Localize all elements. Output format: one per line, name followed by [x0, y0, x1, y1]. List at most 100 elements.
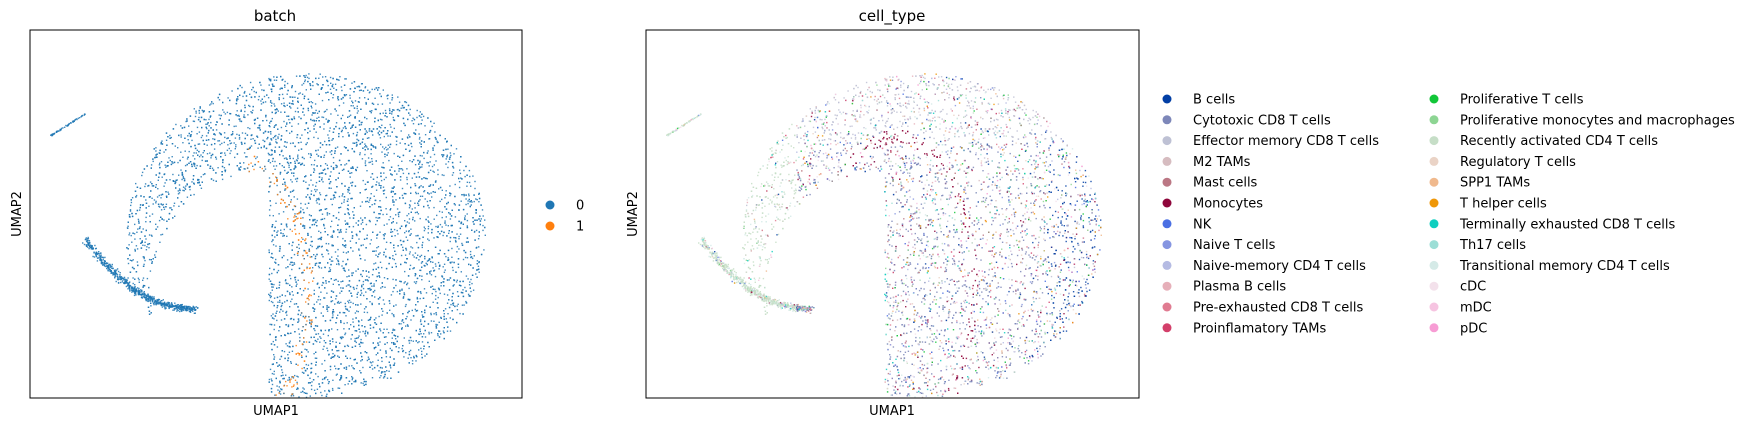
batch-point: [355, 304, 357, 306]
batch-point: [464, 217, 466, 219]
batch-point: [378, 126, 381, 128]
batch-point: [381, 166, 383, 168]
batch-point: [302, 390, 304, 393]
batch-point: [335, 298, 337, 300]
batch-point: [416, 241, 418, 244]
batch-point: [367, 333, 369, 335]
batch-point: [221, 171, 223, 173]
batch-point: [182, 203, 185, 205]
batch-point: [390, 126, 392, 128]
batch-point: [463, 169, 465, 172]
batch-point: [346, 276, 348, 278]
batch-point: [421, 356, 423, 359]
batch-point: [164, 164, 166, 166]
batch-point: [285, 324, 287, 326]
batch-point: [286, 93, 288, 95]
batch-point: [373, 211, 375, 214]
batch-point: [433, 218, 435, 220]
batch-point: [374, 322, 376, 324]
batch-point: [129, 254, 131, 256]
batch-point: [378, 184, 380, 186]
batch-point: [191, 130, 193, 133]
batch-point: [336, 317, 338, 319]
batch-point: [322, 306, 324, 308]
batch-point: [230, 134, 233, 136]
batch-point: [144, 241, 146, 243]
batch-point: [419, 161, 421, 164]
batch-point: [332, 311, 335, 313]
batch-point: [400, 263, 402, 266]
batch-point: [284, 86, 286, 88]
batch-point: [323, 217, 326, 220]
batch-point: [313, 254, 315, 256]
batch-point: [363, 378, 365, 380]
batch-point: [396, 340, 398, 343]
batch-point: [371, 158, 373, 160]
batch-point: [184, 150, 186, 152]
batch-point: [353, 368, 355, 370]
batch-point: [380, 143, 382, 146]
batch-point: [387, 94, 389, 96]
batch-point: [364, 326, 366, 328]
batch-point: [414, 273, 417, 275]
batch-point: [269, 333, 271, 336]
batch-point: [292, 100, 294, 102]
batch-point: [337, 314, 339, 316]
batch-point: [201, 181, 203, 183]
batch-point: [367, 288, 369, 290]
batch-point: [201, 126, 203, 129]
batch-point: [398, 211, 401, 213]
batch-point: [277, 365, 279, 367]
batch-point: [315, 364, 317, 366]
batch-point: [378, 182, 380, 184]
batch-point: [135, 194, 138, 197]
batch-point: [392, 329, 394, 332]
batch-point: [287, 171, 289, 173]
batch-point: [310, 294, 312, 297]
batch-point: [458, 209, 460, 211]
batch-point: [354, 337, 356, 340]
batch-point: [420, 292, 422, 295]
batch-point: [290, 103, 293, 105]
batch-point: [150, 302, 152, 304]
batch-point: [300, 141, 302, 143]
batch-point: [337, 300, 340, 303]
batch-point: [403, 192, 406, 195]
batch-point: [289, 263, 291, 266]
batch-point: [319, 237, 321, 240]
batch-point: [285, 279, 287, 281]
batch-point: [467, 202, 469, 205]
batch-point: [335, 258, 338, 260]
batch-point: [445, 224, 447, 226]
batch-point: [311, 119, 314, 122]
batch-point: [483, 249, 485, 251]
batch-point: [362, 228, 364, 230]
batch-point: [332, 77, 334, 80]
batch-point: [303, 211, 305, 214]
batch-point: [387, 332, 390, 334]
batch-point: [295, 159, 298, 161]
batch-point: [368, 137, 370, 139]
batch-point: [324, 173, 327, 175]
batch-point: [298, 320, 300, 322]
batch-point: [333, 356, 335, 358]
batch-point: [384, 153, 386, 155]
batch-point: [249, 105, 251, 108]
batch-point: [338, 218, 340, 221]
batch-point: [301, 134, 303, 136]
batch-point: [270, 139, 273, 141]
batch-point: [321, 213, 324, 215]
batch-point: [199, 165, 202, 167]
batch-point: [284, 181, 286, 184]
batch-point: [176, 179, 178, 181]
batch-point: [274, 105, 276, 107]
batch-point: [313, 125, 315, 127]
batch-point: [341, 129, 343, 131]
batch-point: [402, 107, 404, 109]
batch-point: [288, 195, 290, 197]
batch-point: [414, 164, 417, 166]
batch-point: [424, 329, 426, 332]
batch-point: [419, 217, 421, 220]
batch-point: [406, 315, 408, 318]
batch-point: [427, 232, 429, 234]
